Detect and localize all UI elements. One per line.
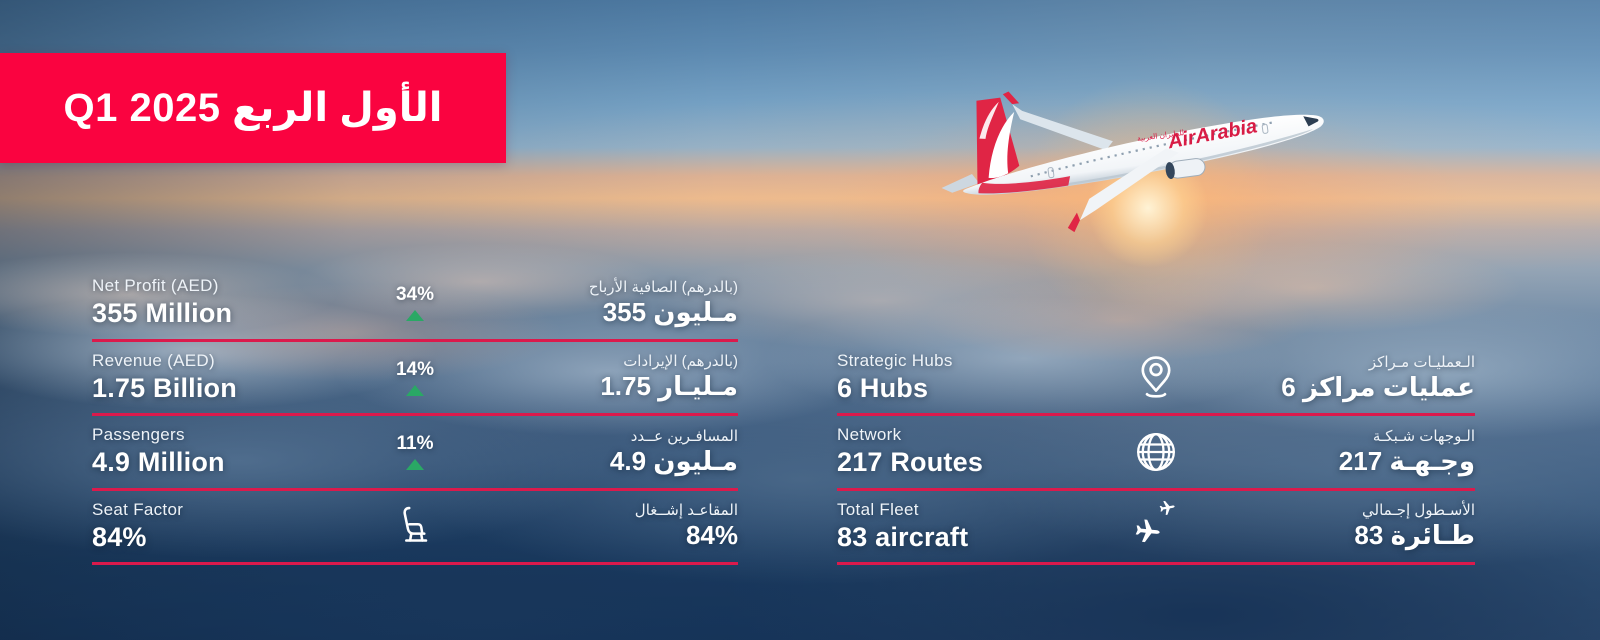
stat-ar-block: عــدد‎ المسافـرين 4.9 مـليون (610, 427, 738, 477)
stat-label-en: Strategic Hubs (837, 351, 953, 371)
globe-icon (1137, 432, 1175, 471)
stat-value-en: 1.75 Billion (92, 372, 237, 403)
stat-label-en: Net Profit (AED) (92, 276, 219, 296)
stat-value-en: 355 Million (92, 298, 233, 329)
stat-label-ar: إجـمالي‎ الأسـطول (1362, 502, 1475, 520)
stat-value-ar: 217 وجـهـة (1338, 445, 1475, 476)
stat-en-block: Net Profit (AED) 355 Million (92, 276, 232, 329)
stat-en-block: Revenue (AED) 1.75 Billion (92, 351, 237, 404)
airplane-photo: العربية‎ للطيران AirArabia (941, 91, 1324, 233)
tailplane (941, 173, 980, 193)
stat-label-ar: إشــغال‎ المقاعـد (634, 502, 738, 520)
stat-value-en: 217 Routes (837, 447, 984, 478)
stat-icon-block (395, 504, 435, 548)
stat-ar-block: الأرباح‎ الصافية‎ (بالدرهم) 355 مـليون (589, 278, 738, 328)
stat-ar-block: شـبكـة‎ الـوجهات 217 وجـهـة (1339, 427, 1475, 477)
stat-label-ar: الإيرادات‎ (بالدرهم) (623, 353, 738, 371)
stat-en-block: Strategic Hubs 6 Hubs (837, 351, 953, 404)
stat-ar-block: الإيرادات‎ (بالدرهم) 1.75 مـليـار (600, 352, 738, 402)
change-percent: 11% (396, 433, 434, 455)
stat-row-seat-factor: Seat Factor 84% إشــغال‎ المقاعـد 84% (92, 491, 738, 565)
stat-icon-block (1134, 354, 1178, 402)
location-pin-icon (1141, 355, 1171, 398)
stat-label-ar: مـراكز‎ الـعمليـات (1368, 353, 1475, 371)
stat-change-block: 11% (396, 433, 434, 471)
stat-row-passengers: Passengers 4.9 Million 11% عــدد‎ المساف… (92, 416, 738, 491)
stat-change-block: 34% (395, 284, 435, 322)
stat-icon-block (1130, 501, 1182, 551)
financial-stats-panel: Net Profit (AED) 355 Million 34% الأرباح… (92, 267, 738, 565)
stat-value-en: 6 Hubs (837, 373, 929, 404)
stat-label-ar: عــدد‎ المسافـرين (630, 427, 738, 445)
rear-livery-swoosh (978, 176, 1071, 194)
stat-en-block: Total Fleet 83 aircraft (837, 500, 968, 553)
stat-label-en: Passengers (92, 425, 185, 445)
stat-label-en: Revenue (AED) (92, 350, 215, 370)
stat-en-block: Passengers 4.9 Million (92, 425, 225, 478)
far-wing (1012, 104, 1113, 151)
stat-row-network: Network 217 Routes شـبكـة‎ الـوجهات 217 … (837, 416, 1475, 491)
up-arrow-icon (406, 310, 424, 322)
stat-row-total-fleet: Total Fleet 83 aircraft إجـمالي‎ الأسـطو… (837, 491, 1475, 565)
stat-value-ar: 6 مراكز‎ عمليات (1281, 371, 1475, 402)
stat-value-ar: 4.9 مـليون (609, 445, 738, 476)
stat-en-block: Network 217 Routes (837, 425, 983, 478)
change-percent: 34% (395, 284, 435, 306)
stat-label-en: Network (837, 425, 902, 445)
operations-stats-panel: Strategic Hubs 6 Hubs مـراكز‎ الـعمليـات… (837, 342, 1475, 565)
stat-row-strategic-hubs: Strategic Hubs 6 Hubs مـراكز‎ الـعمليـات… (837, 342, 1475, 417)
up-arrow-icon (405, 459, 424, 471)
stat-value-ar: 355 مـليون (602, 296, 738, 327)
quarter-banner-title: Q1 2025 الربع‎ الأول (63, 86, 443, 130)
near-wing (1079, 148, 1179, 221)
stat-label-en: Total Fleet (837, 499, 919, 519)
stat-value-ar: 1.75 مـليـار (600, 371, 738, 402)
stat-ar-block: مـراكز‎ الـعمليـات 6 مراكز‎ عمليات (1281, 353, 1475, 403)
far-winglet (1002, 91, 1020, 105)
stat-en-block: Seat Factor 84% (92, 500, 183, 553)
stat-change-block: 14% (396, 359, 434, 396)
stat-icon-block (1133, 429, 1179, 475)
stat-label-ar: الأرباح‎ الصافية‎ (بالدرهم) (588, 278, 738, 296)
cockpit-windows (1303, 116, 1319, 127)
seat-icon (403, 507, 428, 542)
stat-label-ar: شـبكـة‎ الـوجهات (1372, 427, 1475, 445)
stat-value-ar: 83 طـائرة (1354, 520, 1475, 551)
fleet-icon (1135, 501, 1175, 543)
up-arrow-icon (406, 384, 424, 396)
stat-row-net-profit: Net Profit (AED) 355 Million 34% الأرباح… (92, 267, 738, 342)
stat-value-en: 83 aircraft (837, 521, 969, 552)
stat-ar-block: إشــغال‎ المقاعـد 84% (635, 501, 738, 551)
change-percent: 14% (395, 358, 435, 380)
near-winglet (1067, 212, 1080, 233)
stat-row-revenue: Revenue (AED) 1.75 Billion 14% الإيرادات… (92, 342, 738, 416)
stat-label-en: Seat Factor (92, 499, 184, 519)
stat-value-en: 4.9 Million (92, 447, 225, 478)
stat-value-ar: 84% (685, 520, 738, 551)
stat-ar-block: إجـمالي‎ الأسـطول 83 طـائرة (1354, 501, 1475, 551)
stat-value-en: 84% (92, 521, 147, 552)
quarter-banner: Q1 2025 الربع‎ الأول (0, 53, 506, 163)
